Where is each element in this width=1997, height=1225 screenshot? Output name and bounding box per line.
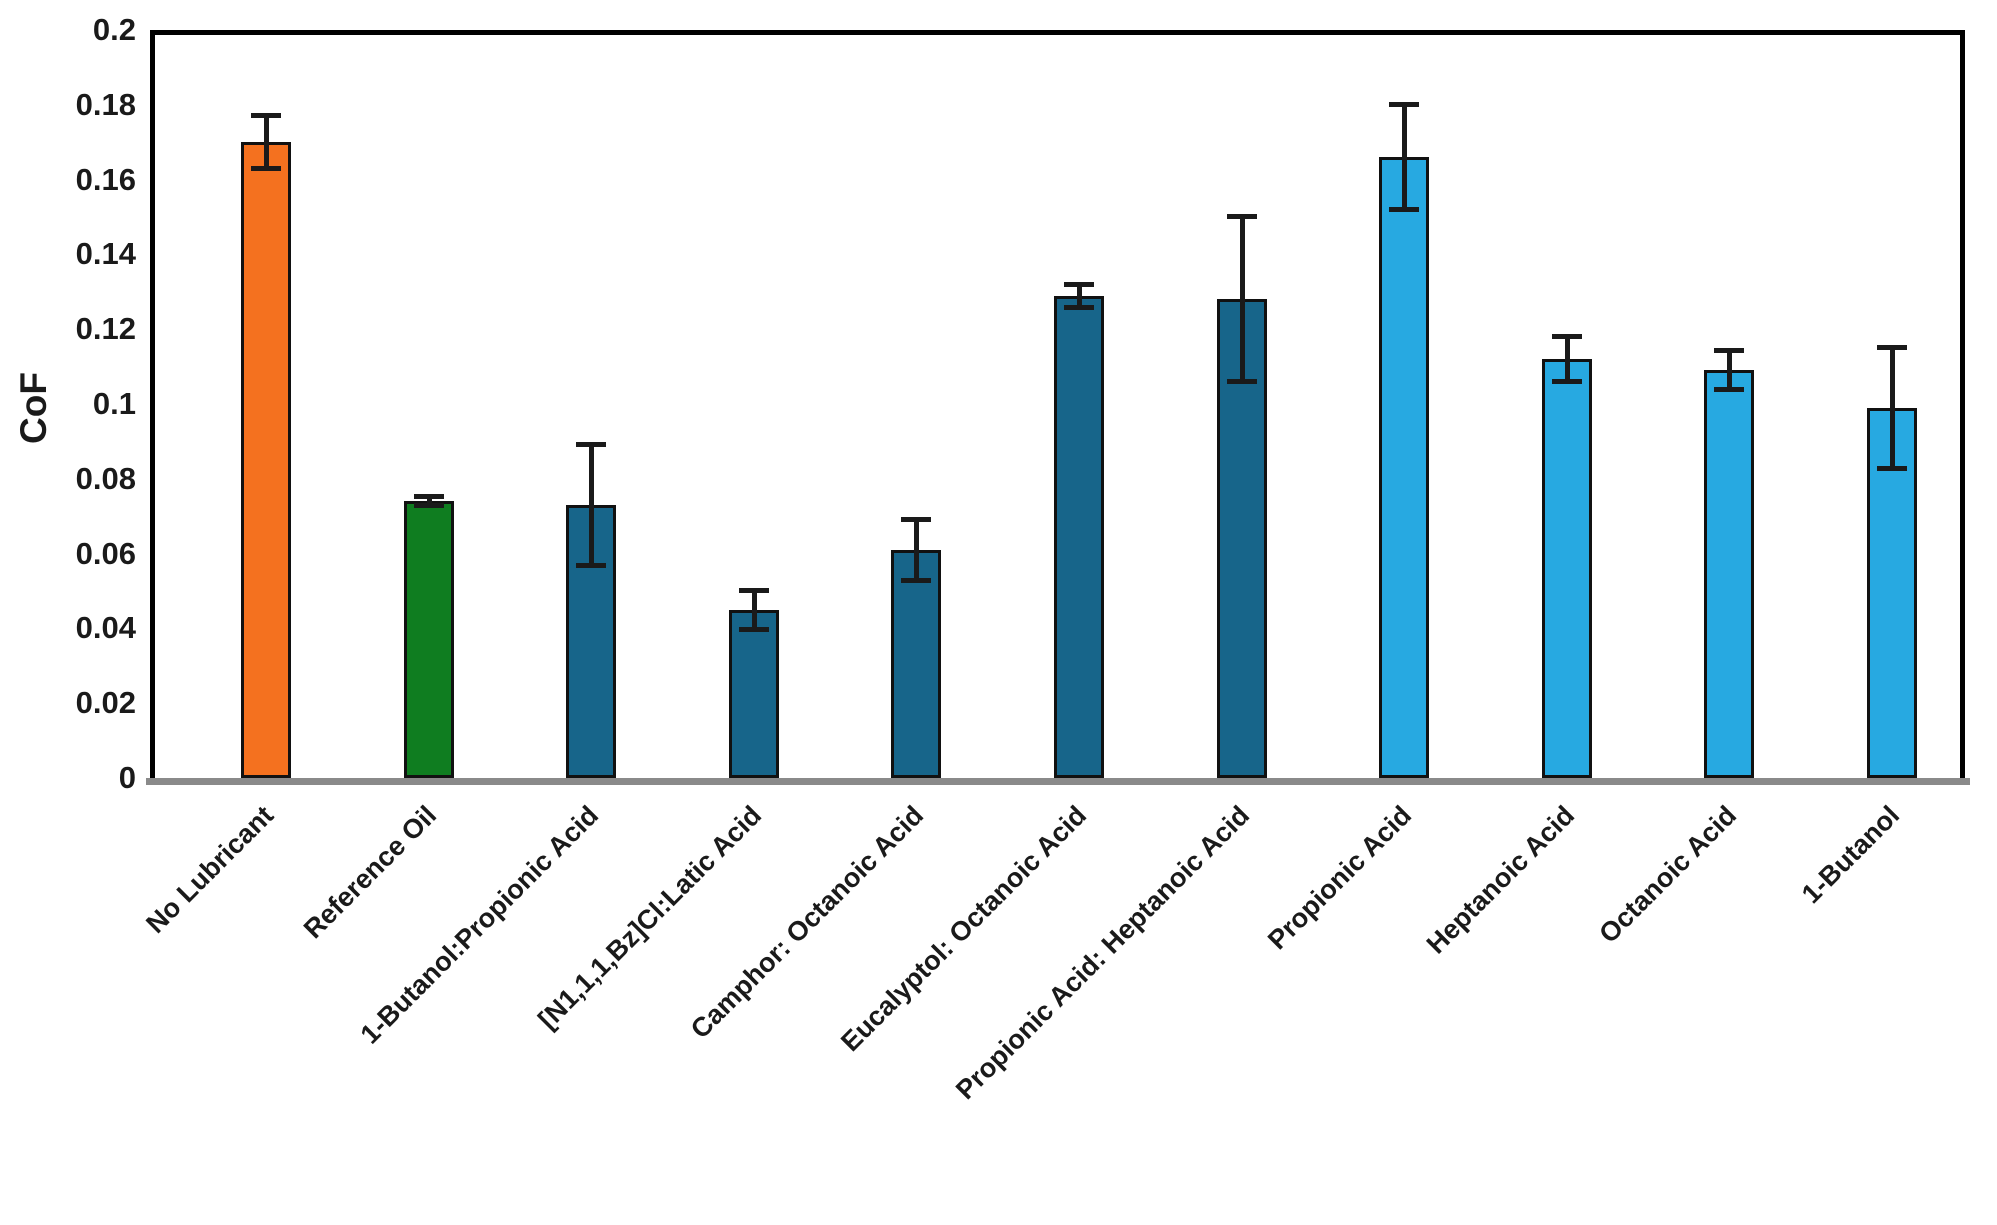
bar-octanoic-acid [1704, 348, 1754, 778]
plot-area [150, 30, 1965, 778]
y-tick-label: 0.06 [75, 536, 136, 571]
y-tick-label: 0.1 [92, 386, 136, 421]
error-bar-cap-top [1714, 348, 1744, 353]
error-bar-stem [1889, 348, 1895, 468]
bar-heptanoic-acid [1542, 334, 1592, 778]
bar-eucalyptol-octanoic-acid [1054, 282, 1104, 778]
y-tick-label: 0.02 [75, 685, 136, 720]
error-bar-cap-top [739, 588, 769, 593]
x-axis-label: Propionic Acid [1261, 800, 1418, 956]
bar-n1-1-1-bz-cl-latic-acid [729, 588, 779, 778]
bar-1-butanol [1867, 345, 1917, 778]
x-axis-label: Propionic Acid: Heptanoic Acid [950, 800, 1256, 1106]
error-bar-stem [1076, 285, 1082, 307]
bar-propionic-acid [1379, 102, 1429, 778]
error-bar-cap-bottom [1877, 466, 1907, 471]
error-bar-cap-bottom [1227, 379, 1257, 384]
y-tick-label: 0.08 [75, 461, 136, 496]
y-tick-label: 0.2 [92, 12, 136, 47]
error-bar-stem [588, 445, 594, 565]
error-bar-stem [913, 520, 919, 580]
error-bar-stem [1726, 351, 1732, 389]
error-bar-cap-bottom [1552, 379, 1582, 384]
x-axis-label: Eucalyptol: Octanoic Acid [835, 800, 1093, 1058]
x-axis-label: [N1,1,1,Bz]Cl:Latic Acid [532, 800, 768, 1035]
error-bar-cap-top [1389, 102, 1419, 107]
y-tick-label: 0 [118, 760, 136, 795]
x-axis-label: Heptanoic Acid [1420, 800, 1581, 960]
x-axis-label: Octanoic Acid [1593, 800, 1743, 949]
y-tick-label: 0.12 [75, 311, 136, 346]
error-bar-cap-top [1064, 282, 1094, 287]
error-bar-stem [263, 116, 269, 168]
error-bar-cap-bottom [1064, 305, 1094, 310]
error-bar-cap-bottom [739, 627, 769, 632]
error-bar-cap-bottom [901, 578, 931, 583]
error-bar-stem [1239, 217, 1245, 381]
error-bar-stem [1564, 337, 1570, 381]
x-axis-label: Camphor: Octanoic Acid [684, 800, 930, 1045]
error-bar-cap-top [576, 442, 606, 447]
bar-1-butanol-propionic-acid [566, 442, 616, 778]
y-tick-label: 0.04 [75, 610, 136, 645]
error-bar-cap-top [1877, 345, 1907, 350]
error-bar-cap-bottom [251, 166, 281, 171]
error-bar-cap-top [1227, 214, 1257, 219]
bar-reference-oil [404, 494, 454, 778]
error-bar-cap-bottom [414, 503, 444, 508]
error-bar-cap-top [414, 494, 444, 499]
error-bar-cap-top [1552, 334, 1582, 339]
y-tick-label: 0.18 [75, 87, 136, 122]
error-bar-stem [751, 591, 757, 629]
error-bar-cap-top [251, 113, 281, 118]
x-axis-label: 1-Butanol:Propionic Acid [354, 800, 605, 1050]
y-tick-label: 0.16 [75, 162, 136, 197]
x-axis-baseline [146, 778, 1970, 785]
error-bar-cap-bottom [576, 563, 606, 568]
bar-camphor-octanoic-acid [891, 517, 941, 778]
x-axis-label: 1-Butanol [1795, 800, 1906, 910]
error-bar-stem [1401, 105, 1407, 209]
error-bar-cap-top [901, 517, 931, 522]
bar-propionic-acid-heptanoic-acid [1217, 214, 1267, 778]
error-bar-cap-bottom [1714, 387, 1744, 392]
error-bar-cap-bottom [1389, 207, 1419, 212]
bar-no-lubricant [241, 113, 291, 778]
error-bar-stem [426, 497, 432, 505]
y-tick-label: 0.14 [75, 236, 136, 271]
